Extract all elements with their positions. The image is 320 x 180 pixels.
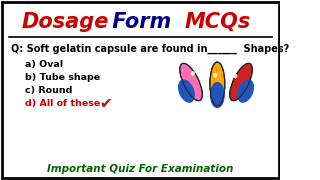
Text: MCQs: MCQs [184, 12, 251, 32]
Text: Q: Soft gelatin capsule are found in______  Shapes?: Q: Soft gelatin capsule are found in____… [11, 44, 289, 54]
Text: Form: Form [105, 12, 179, 32]
Ellipse shape [178, 79, 195, 103]
Ellipse shape [210, 62, 225, 106]
Text: b) Tube shape: b) Tube shape [25, 73, 100, 82]
Ellipse shape [180, 63, 202, 101]
Text: d) All of these: d) All of these [25, 98, 100, 107]
Ellipse shape [230, 63, 252, 101]
Ellipse shape [237, 79, 254, 103]
Text: ✔: ✔ [99, 96, 112, 111]
Text: c) Round: c) Round [25, 86, 72, 94]
Text: Important Quiz For Examination: Important Quiz For Examination [47, 164, 233, 174]
Ellipse shape [233, 74, 237, 78]
Ellipse shape [213, 73, 217, 78]
Text: a) Oval: a) Oval [25, 60, 63, 69]
Ellipse shape [191, 71, 195, 76]
FancyBboxPatch shape [2, 2, 279, 178]
Text: Dosage: Dosage [22, 12, 109, 32]
Ellipse shape [210, 82, 225, 108]
